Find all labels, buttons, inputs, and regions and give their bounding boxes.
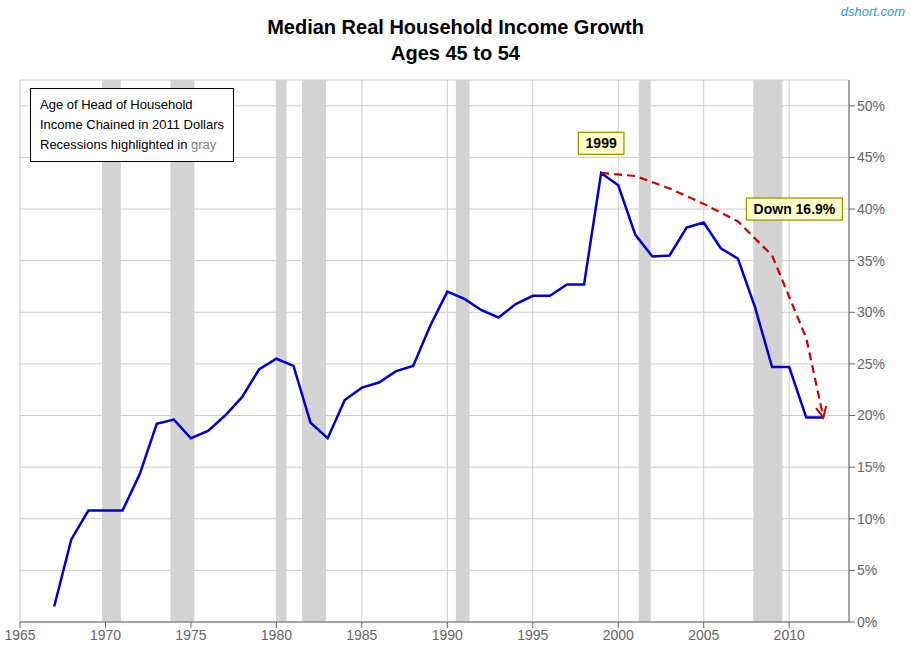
svg-text:5%: 5% bbox=[857, 562, 877, 578]
svg-text:1975: 1975 bbox=[175, 627, 206, 643]
svg-text:20%: 20% bbox=[857, 407, 885, 423]
html-text:Ages 45 to 54: Ages 45 to 54 bbox=[391, 42, 520, 64]
svg-text:30%: 30% bbox=[857, 304, 885, 320]
svg-text:10%: 10% bbox=[857, 511, 885, 527]
svg-text:2000: 2000 bbox=[603, 627, 634, 643]
svg-text:2005: 2005 bbox=[688, 627, 719, 643]
svg-text:1970: 1970 bbox=[90, 627, 121, 643]
svg-text:1980: 1980 bbox=[261, 627, 292, 643]
html-text:dshort.com: dshort.com bbox=[840, 4, 905, 19]
html-text:Recessions highlighted in gray: Recessions highlighted in gray bbox=[40, 137, 217, 152]
svg-text:25%: 25% bbox=[857, 356, 885, 372]
svg-text:15%: 15% bbox=[857, 459, 885, 475]
svg-text:2010: 2010 bbox=[774, 627, 805, 643]
svg-text:Down 16.9%: Down 16.9% bbox=[754, 201, 836, 217]
svg-text:45%: 45% bbox=[857, 149, 885, 165]
html-text:Median Real Household Income G: Median Real Household Income Growth bbox=[267, 16, 644, 38]
html-text:Age of Head of Household: Age of Head of Household bbox=[40, 97, 193, 112]
svg-text:1995: 1995 bbox=[517, 627, 548, 643]
svg-text:50%: 50% bbox=[857, 98, 885, 114]
html-text:Income Chained in 2011 Dollars: Income Chained in 2011 Dollars bbox=[40, 117, 224, 132]
svg-text:1965: 1965 bbox=[8, 627, 36, 643]
svg-text:0%: 0% bbox=[857, 614, 877, 630]
svg-text:35%: 35% bbox=[857, 253, 885, 269]
svg-text:1999: 1999 bbox=[586, 135, 617, 151]
svg-text:1990: 1990 bbox=[432, 627, 463, 643]
svg-text:40%: 40% bbox=[857, 201, 885, 217]
svg-text:1985: 1985 bbox=[346, 627, 377, 643]
